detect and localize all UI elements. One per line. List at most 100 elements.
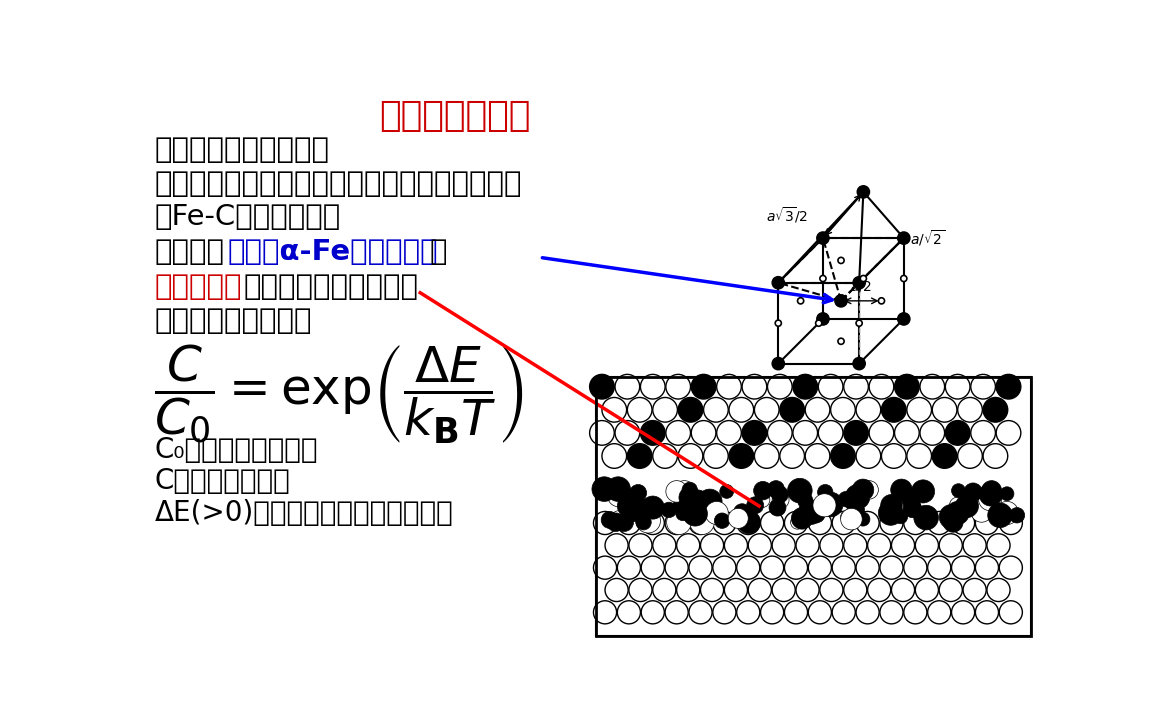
- Circle shape: [952, 556, 975, 579]
- Circle shape: [859, 481, 878, 499]
- Circle shape: [939, 534, 962, 557]
- Circle shape: [939, 505, 964, 529]
- Circle shape: [820, 276, 826, 282]
- Circle shape: [592, 477, 616, 501]
- Text: C₀是晶粒内碳浓度；: C₀是晶粒内碳浓度；: [154, 436, 318, 464]
- Circle shape: [679, 397, 703, 422]
- Circle shape: [996, 374, 1021, 399]
- Circle shape: [839, 492, 854, 507]
- Circle shape: [670, 499, 694, 522]
- Circle shape: [946, 420, 970, 445]
- Circle shape: [767, 420, 793, 445]
- Circle shape: [641, 420, 665, 445]
- Text: 思路：晶界与晶内视为两相，则有溶质分配问题: 思路：晶界与晶内视为两相，则有溶质分配问题: [154, 170, 522, 198]
- Circle shape: [694, 495, 713, 516]
- Text: $\dfrac{C}{C_0} = \exp\!\left(\dfrac{\Delta E}{k_{\mathbf{B}} T}\right)$: $\dfrac{C}{C_0} = \exp\!\left(\dfrac{\De…: [154, 343, 524, 446]
- Circle shape: [725, 534, 748, 557]
- Circle shape: [916, 578, 939, 601]
- Circle shape: [952, 600, 975, 624]
- Circle shape: [857, 186, 870, 198]
- Circle shape: [772, 276, 785, 289]
- Circle shape: [867, 578, 890, 601]
- Circle shape: [683, 501, 707, 526]
- Circle shape: [682, 482, 697, 498]
- Circle shape: [772, 534, 795, 557]
- Circle shape: [818, 420, 843, 445]
- Text: $a\sqrt{3}/2$: $a\sqrt{3}/2$: [766, 205, 809, 225]
- Circle shape: [902, 490, 920, 508]
- Circle shape: [736, 600, 760, 624]
- Circle shape: [679, 444, 703, 468]
- Circle shape: [606, 477, 630, 501]
- Circle shape: [832, 600, 855, 624]
- Circle shape: [642, 511, 665, 534]
- Circle shape: [636, 515, 651, 530]
- Circle shape: [932, 397, 957, 422]
- Circle shape: [861, 276, 866, 282]
- Circle shape: [895, 420, 919, 445]
- Circle shape: [987, 503, 1013, 528]
- Circle shape: [612, 510, 627, 526]
- Circle shape: [797, 298, 804, 304]
- Circle shape: [818, 492, 843, 517]
- Circle shape: [729, 397, 753, 422]
- Circle shape: [816, 320, 821, 326]
- Circle shape: [987, 534, 1010, 557]
- Circle shape: [736, 511, 760, 534]
- Circle shape: [831, 444, 855, 468]
- Circle shape: [964, 483, 983, 501]
- Circle shape: [832, 556, 855, 579]
- Circle shape: [820, 578, 843, 601]
- Circle shape: [805, 444, 829, 468]
- Circle shape: [881, 444, 907, 468]
- Circle shape: [932, 444, 957, 468]
- Circle shape: [742, 374, 767, 399]
- Circle shape: [852, 479, 873, 500]
- Circle shape: [838, 338, 844, 344]
- Circle shape: [796, 534, 819, 557]
- Circle shape: [895, 374, 919, 399]
- Circle shape: [856, 444, 880, 468]
- Text: 以Fe-C多晶体为例：: 以Fe-C多晶体为例：: [154, 203, 341, 231]
- Circle shape: [946, 501, 969, 525]
- Circle shape: [890, 479, 912, 500]
- Circle shape: [971, 420, 995, 445]
- Circle shape: [665, 556, 688, 579]
- Circle shape: [772, 357, 785, 370]
- Circle shape: [629, 578, 652, 601]
- Circle shape: [653, 444, 677, 468]
- Circle shape: [641, 374, 665, 399]
- Text: 晶界的平衡偏析: 晶界的平衡偏析: [379, 99, 531, 132]
- Circle shape: [846, 485, 870, 509]
- Circle shape: [869, 374, 894, 399]
- Circle shape: [927, 600, 950, 624]
- Circle shape: [999, 511, 1022, 534]
- Circle shape: [615, 420, 639, 445]
- Circle shape: [607, 513, 626, 531]
- Circle shape: [963, 534, 986, 557]
- Circle shape: [602, 444, 627, 468]
- Circle shape: [843, 534, 866, 557]
- Circle shape: [952, 511, 975, 534]
- Circle shape: [987, 578, 1010, 601]
- Circle shape: [590, 374, 614, 399]
- Circle shape: [760, 556, 783, 579]
- Circle shape: [880, 511, 903, 534]
- Circle shape: [869, 420, 894, 445]
- Circle shape: [666, 420, 690, 445]
- Circle shape: [617, 600, 641, 624]
- Circle shape: [734, 504, 751, 521]
- Circle shape: [901, 276, 907, 282]
- Circle shape: [772, 492, 789, 508]
- Circle shape: [817, 312, 829, 325]
- Circle shape: [852, 276, 865, 289]
- Text: 晶界平衡偏析公式：: 晶界平衡偏析公式：: [154, 307, 312, 336]
- Circle shape: [982, 481, 1001, 500]
- Circle shape: [957, 444, 983, 468]
- Circle shape: [717, 374, 742, 399]
- Circle shape: [760, 511, 783, 534]
- Circle shape: [749, 534, 772, 557]
- Circle shape: [920, 420, 945, 445]
- Circle shape: [881, 397, 907, 422]
- Circle shape: [835, 294, 847, 307]
